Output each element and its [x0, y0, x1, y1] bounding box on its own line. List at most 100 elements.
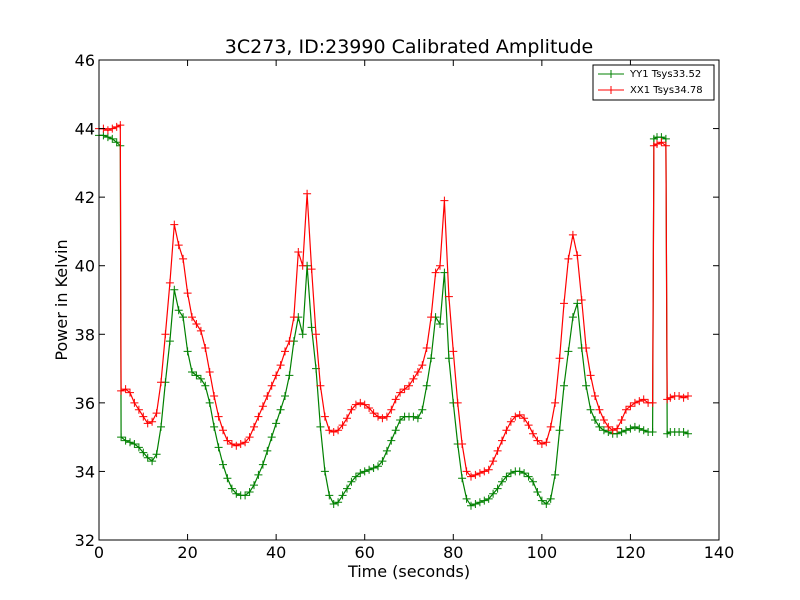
data-point-xx1 [511, 412, 520, 421]
data-point-yy1 [391, 426, 400, 435]
data-point-xx1 [116, 121, 125, 130]
legend-marker-xx1 [607, 86, 615, 94]
data-point-yy1 [555, 426, 564, 435]
data-point-xx1 [152, 409, 161, 418]
data-point-xx1 [599, 416, 608, 424]
data-point-yy1 [524, 472, 533, 481]
data-point-xx1 [533, 436, 542, 445]
data-point-xx1 [639, 395, 648, 404]
y-tick-label: 40 [75, 257, 95, 276]
data-point-yy1 [630, 422, 639, 431]
data-point-yy1 [360, 467, 369, 476]
data-point-yy1 [241, 491, 250, 500]
data-point-xx1 [666, 393, 675, 402]
data-point-yy1 [329, 500, 338, 508]
data-point-xx1 [148, 417, 157, 426]
data-point-yy1 [152, 450, 161, 459]
data-point-yy1 [661, 134, 670, 143]
data-point-xx1 [604, 422, 613, 431]
data-point-yy1 [475, 498, 484, 507]
data-point-xx1 [174, 241, 183, 250]
data-point-yy1 [586, 405, 595, 414]
legend-label-yy1: YY1 Tsys33.52 [629, 69, 701, 80]
data-point-xx1 [515, 410, 524, 419]
data-point-xx1 [223, 436, 232, 445]
data-point-yy1 [103, 133, 112, 142]
data-point-xx1 [449, 347, 458, 356]
data-point-yy1 [533, 488, 542, 496]
data-point-xx1 [648, 398, 657, 407]
data-point-xx1 [422, 344, 431, 352]
data-point-yy1 [537, 496, 546, 505]
data-point-xx1 [608, 426, 617, 435]
x-tick-label: 40 [266, 543, 286, 562]
data-point-yy1 [285, 371, 294, 380]
data-point-xx1 [219, 426, 227, 435]
data-point-xx1 [303, 189, 312, 198]
data-point-yy1 [374, 462, 382, 471]
data-point-yy1 [440, 268, 449, 277]
data-point-yy1 [205, 398, 214, 407]
data-point-xx1 [413, 368, 422, 376]
data-point-yy1 [506, 469, 515, 478]
data-point-xx1 [577, 296, 586, 304]
data-point-xx1 [245, 433, 254, 442]
data-point-yy1 [622, 426, 630, 435]
data-point-yy1 [347, 477, 356, 486]
data-point-yy1 [378, 457, 387, 466]
data-point-yy1 [245, 488, 254, 496]
data-point-yy1 [515, 467, 524, 476]
data-point-xx1 [551, 398, 560, 407]
data-point-yy1 [148, 457, 157, 466]
data-point-xx1 [334, 426, 343, 435]
data-point-yy1 [356, 469, 365, 478]
data-point-xx1 [254, 412, 263, 421]
data-point-xx1 [524, 421, 533, 430]
data-point-xx1 [139, 412, 148, 421]
data-point-yy1 [250, 481, 258, 490]
data-point-yy1 [591, 416, 599, 424]
data-point-yy1 [126, 438, 134, 447]
data-point-yy1 [108, 134, 117, 143]
data-point-xx1 [179, 254, 188, 263]
data-point-xx1 [227, 440, 236, 448]
chart-title: 3C273, ID:23990 Calibrated Amplitude [225, 36, 593, 58]
data-point-xx1 [630, 398, 639, 407]
data-point-xx1 [320, 412, 329, 421]
data-point-yy1 [684, 429, 692, 438]
data-point-xx1 [444, 292, 453, 301]
data-point-yy1 [542, 500, 551, 508]
data-point-xx1 [427, 313, 436, 322]
data-point-xx1 [387, 405, 396, 414]
data-point-yy1 [219, 460, 227, 469]
data-point-xx1 [436, 261, 444, 270]
data-point-yy1 [134, 443, 143, 452]
data-point-xx1 [400, 385, 409, 394]
data-point-yy1 [484, 494, 493, 503]
data-point-yy1 [648, 428, 657, 436]
data-point-yy1 [382, 446, 391, 455]
data-point-xx1 [236, 440, 245, 448]
data-point-xx1 [183, 289, 192, 298]
data-point-yy1 [99, 131, 108, 140]
data-point-yy1 [498, 477, 506, 486]
x-tick-label: 120 [615, 543, 646, 562]
data-point-yy1 [334, 498, 343, 507]
data-point-xx1 [635, 397, 644, 406]
x-tick-label: 60 [355, 543, 375, 562]
data-point-xx1 [374, 412, 382, 421]
data-point-xx1 [192, 320, 201, 328]
data-point-xx1 [484, 465, 493, 474]
y-tick-label: 38 [75, 325, 95, 344]
data-point-yy1 [462, 494, 471, 503]
data-point-xx1 [467, 472, 475, 481]
data-point-xx1 [285, 337, 294, 346]
data-point-xx1 [586, 371, 595, 380]
data-point-xx1 [617, 416, 626, 424]
data-point-xx1 [258, 402, 267, 411]
data-point-xx1 [480, 467, 489, 476]
data-point-xx1 [475, 469, 484, 478]
data-point-xx1 [316, 381, 325, 390]
data-point-yy1 [582, 381, 591, 390]
